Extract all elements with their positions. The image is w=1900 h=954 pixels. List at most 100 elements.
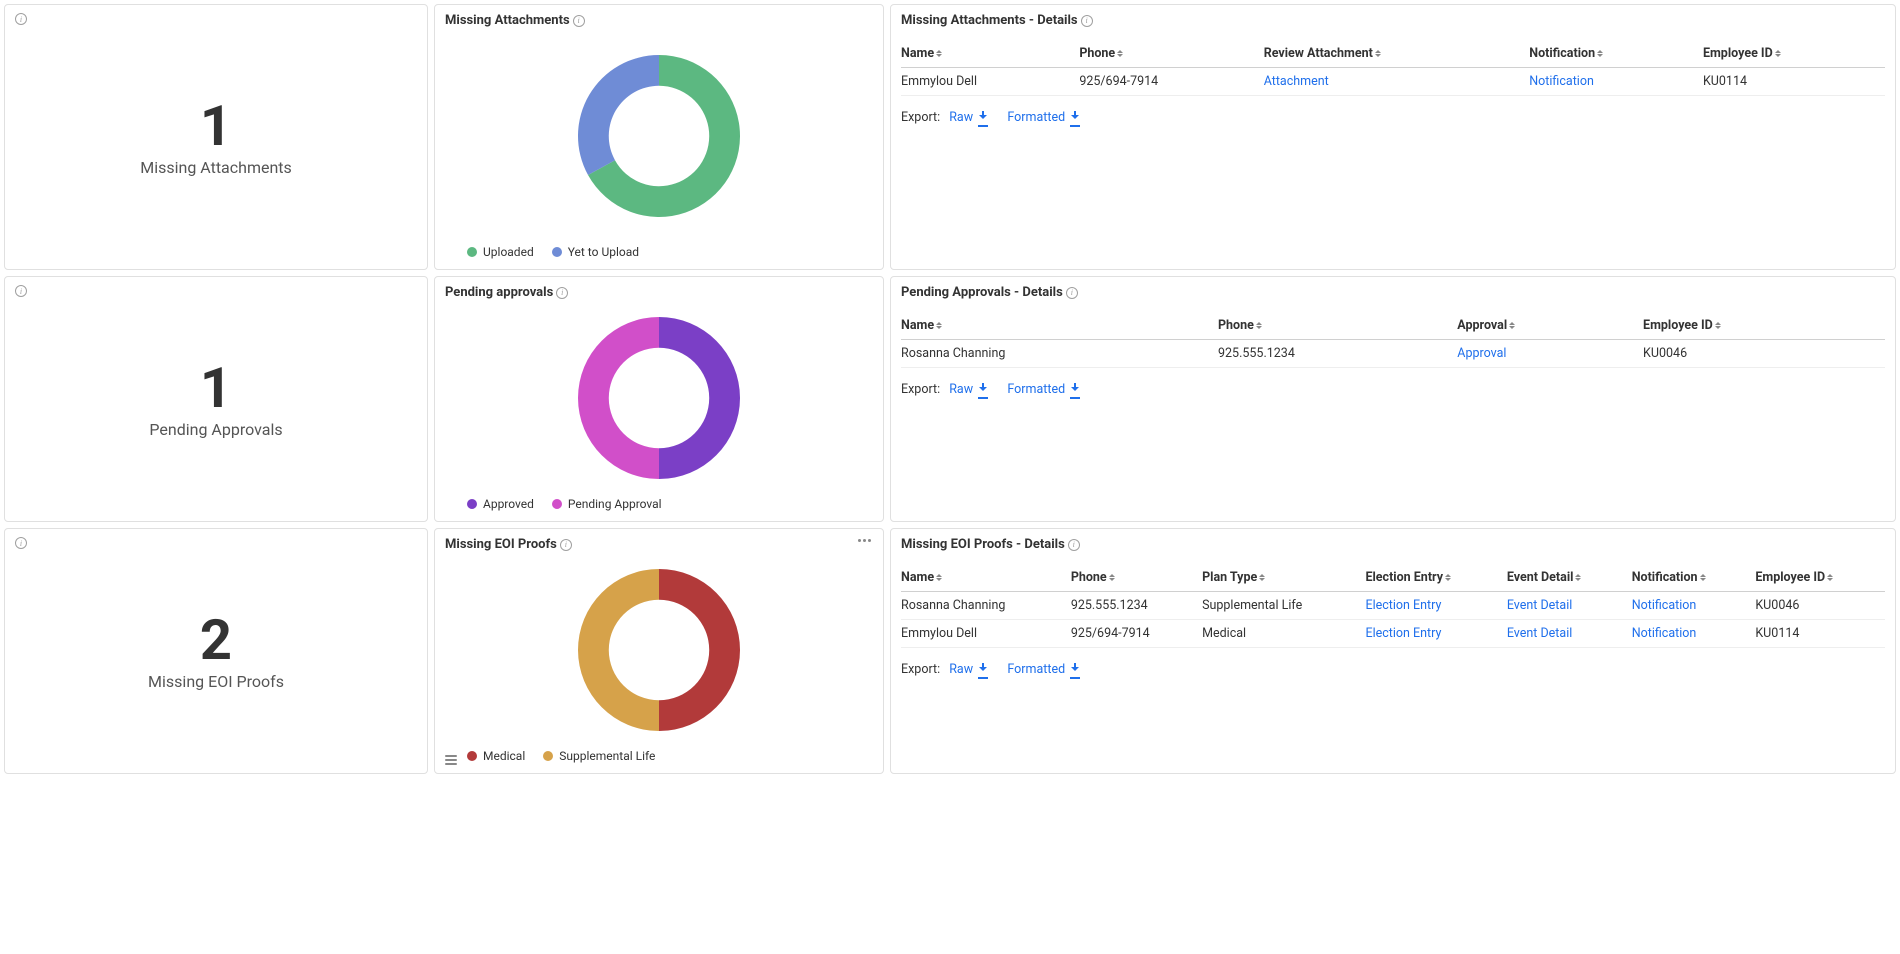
legend-item[interactable]: Pending Approval — [552, 497, 662, 511]
sort-icon — [1256, 322, 1262, 329]
card-title: Missing Attachments - Details i — [891, 5, 1895, 32]
cell-notification-link[interactable]: Notification — [1632, 598, 1697, 613]
table-wrap: NamePhonePlan TypeElection EntryEvent De… — [891, 556, 1895, 773]
sort-icon — [1109, 574, 1115, 581]
export-formatted-link[interactable]: Formatted — [1007, 662, 1080, 677]
details-table: NamePhoneApprovalEmployee ID Rosanna Cha… — [901, 312, 1885, 368]
cell-election-link[interactable]: Election Entry — [1365, 598, 1441, 613]
column-header[interactable]: Notification — [1632, 564, 1756, 592]
chart-legend: Approved Pending Approval — [435, 491, 883, 521]
column-header[interactable]: Name — [901, 564, 1071, 592]
column-header[interactable]: Employee ID — [1703, 40, 1885, 68]
sort-icon — [1775, 50, 1781, 57]
legend-item[interactable]: Uploaded — [467, 245, 534, 259]
column-header[interactable]: Event Detail — [1507, 564, 1632, 592]
column-header[interactable]: Phone — [1079, 40, 1263, 68]
chart-body — [435, 304, 883, 491]
card-title-text: Pending Approvals - Details — [901, 285, 1063, 300]
donut-slice[interactable] — [578, 317, 659, 479]
download-icon — [978, 383, 988, 393]
column-header[interactable]: Employee ID — [1755, 564, 1885, 592]
cell-attachment-link[interactable]: Attachment — [1264, 74, 1329, 89]
export-label: Export: — [901, 110, 940, 125]
column-header[interactable]: Approval — [1457, 312, 1643, 340]
donut-slice[interactable] — [578, 55, 659, 175]
column-header-label: Phone — [1079, 46, 1115, 61]
export-label: Export: — [901, 662, 940, 677]
chart-card-pending-approvals: Pending approvals i Approved Pending Appr… — [434, 276, 884, 522]
info-icon[interactable]: i — [556, 287, 568, 299]
column-header[interactable]: Review Attachment — [1264, 40, 1530, 68]
column-header-label: Employee ID — [1703, 46, 1773, 61]
download-icon — [1070, 383, 1080, 393]
card-title-text: Missing EOI Proofs — [445, 537, 557, 552]
card-title-text: Pending approvals — [445, 285, 553, 300]
cell-notification-link[interactable]: Notification — [1632, 626, 1697, 641]
table-wrap: NamePhoneApprovalEmployee ID Rosanna Cha… — [891, 304, 1895, 521]
details-table: NamePhoneReview AttachmentNotificationEm… — [901, 40, 1885, 96]
column-header[interactable]: Notification — [1529, 40, 1703, 68]
cell-event: Event Detail — [1507, 620, 1632, 648]
legend-label: Supplemental Life — [559, 749, 655, 763]
export-formatted-link[interactable]: Formatted — [1007, 382, 1080, 397]
cell-empid: KU0046 — [1755, 592, 1885, 620]
export-raw-link[interactable]: Raw — [949, 110, 988, 125]
column-header-label: Employee ID — [1643, 318, 1713, 333]
cell-phone: 925.555.1234 — [1071, 592, 1202, 620]
cell-election: Election Entry — [1365, 620, 1506, 648]
cell-election-link[interactable]: Election Entry — [1365, 626, 1441, 641]
export-raw-link[interactable]: Raw — [949, 382, 988, 397]
card-title: Missing EOI Proofs - Details i — [891, 529, 1895, 556]
sort-icon — [1375, 50, 1381, 57]
info-icon[interactable]: i — [15, 537, 27, 549]
donut-slice[interactable] — [659, 569, 740, 731]
legend-item[interactable]: Supplemental Life — [543, 749, 655, 763]
column-header-label: Review Attachment — [1264, 46, 1373, 61]
legend-item[interactable]: Yet to Upload — [552, 245, 639, 259]
legend-item[interactable]: Medical — [467, 749, 525, 763]
column-header-label: Name — [901, 570, 934, 585]
card-title-text: Missing EOI Proofs - Details — [901, 537, 1065, 552]
stat-label: Pending Approvals — [149, 420, 282, 439]
info-icon[interactable]: i — [1066, 287, 1078, 299]
table-row: Rosanna Channing925.555.1234Supplemental… — [901, 592, 1885, 620]
cell-name: Rosanna Channing — [901, 592, 1071, 620]
donut-slice[interactable] — [578, 569, 659, 731]
table-row: Emmylou Dell925/694-7914AttachmentNotifi… — [901, 68, 1885, 96]
export-label: Export: — [901, 382, 940, 397]
download-icon — [978, 111, 988, 121]
export-formatted-link[interactable]: Formatted — [1007, 110, 1080, 125]
download-icon — [1070, 111, 1080, 121]
cell-event-link[interactable]: Event Detail — [1507, 626, 1572, 641]
info-icon[interactable]: i — [560, 539, 572, 551]
info-icon[interactable]: i — [573, 15, 585, 27]
column-header[interactable]: Name — [901, 312, 1218, 340]
info-icon[interactable]: i — [1081, 15, 1093, 27]
info-icon[interactable]: i — [15, 13, 27, 25]
info-icon[interactable]: i — [1068, 539, 1080, 551]
more-menu-icon[interactable] — [856, 537, 873, 544]
column-header[interactable]: Employee ID — [1643, 312, 1885, 340]
legend-item[interactable]: Approved — [467, 497, 534, 511]
cell-event-link[interactable]: Event Detail — [1507, 598, 1572, 613]
column-header[interactable]: Phone — [1071, 564, 1202, 592]
export-raw-link[interactable]: Raw — [949, 662, 988, 677]
legend-swatch — [543, 751, 553, 761]
table-row: Rosanna Channing925.555.1234ApprovalKU00… — [901, 340, 1885, 368]
column-header[interactable]: Plan Type — [1202, 564, 1365, 592]
list-view-icon[interactable] — [445, 755, 457, 765]
sort-icon — [1575, 574, 1581, 581]
cell-notification-link[interactable]: Notification — [1529, 74, 1594, 89]
column-header-label: Name — [901, 318, 934, 333]
cell-approval-link[interactable]: Approval — [1457, 346, 1506, 361]
info-icon[interactable]: i — [15, 285, 27, 297]
column-header[interactable]: Name — [901, 40, 1079, 68]
table-row: Emmylou Dell925/694-7914MedicalElection … — [901, 620, 1885, 648]
column-header-label: Employee ID — [1755, 570, 1825, 585]
donut-slice[interactable] — [659, 317, 740, 479]
download-icon — [1070, 663, 1080, 673]
column-header[interactable]: Election Entry — [1365, 564, 1506, 592]
column-header[interactable]: Phone — [1218, 312, 1457, 340]
chart-card-missing-attachments: Missing Attachments i UploadedYet to Upl… — [434, 4, 884, 270]
cell-name: Emmylou Dell — [901, 68, 1079, 96]
